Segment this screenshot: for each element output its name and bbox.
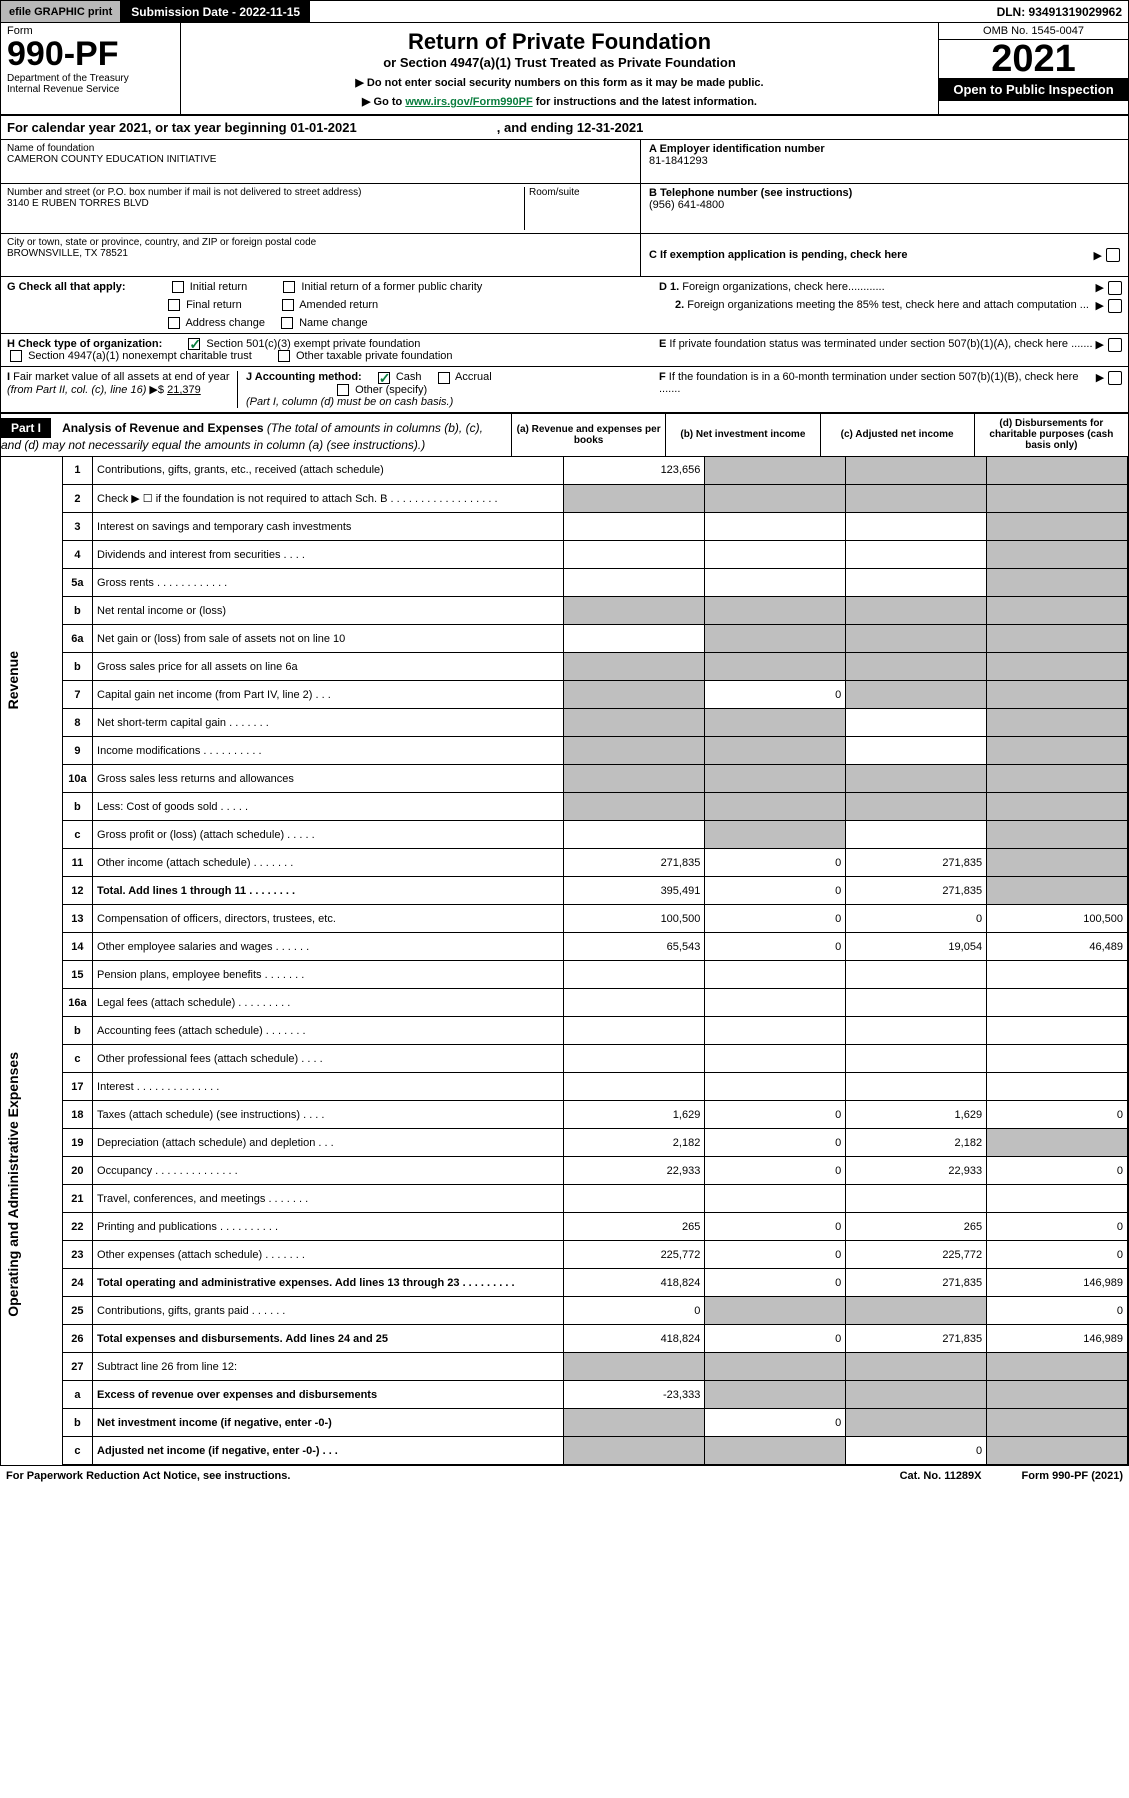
table-row: 10aGross sales less returns and allowanc… <box>1 765 1128 793</box>
table-row: 3Interest on savings and temporary cash … <box>1 513 1128 541</box>
dept-treasury: Department of the Treasury Internal Reve… <box>7 73 174 95</box>
table-row: 25Contributions, gifts, grants paid . . … <box>1 1297 1128 1325</box>
table-row: 11Other income (attach schedule) . . . .… <box>1 849 1128 877</box>
part1-label: Part I <box>1 418 51 438</box>
4947-checkbox[interactable] <box>10 350 22 362</box>
col-a-header: (a) Revenue and expenses per books <box>511 414 665 456</box>
amended-return-checkbox[interactable] <box>282 299 294 311</box>
fmv-value: 21,379 <box>167 384 201 396</box>
street-address: 3140 E RUBEN TORRES BLVD <box>7 198 524 209</box>
initial-former-checkbox[interactable] <box>283 281 295 293</box>
city-label: City or town, state or province, country… <box>7 237 634 248</box>
table-row: 24Total operating and administrative exp… <box>1 1269 1128 1297</box>
col-b-header: (b) Net investment income <box>665 414 819 456</box>
phone-value: (956) 641-4800 <box>649 199 1120 211</box>
open-public: Open to Public Inspection <box>939 78 1128 101</box>
d1-checkbox[interactable] <box>1108 281 1122 295</box>
foundation-name: CAMERON COUNTY EDUCATION INITIATIVE <box>7 154 634 165</box>
footer: For Paperwork Reduction Act Notice, see … <box>0 1466 1129 1486</box>
table-row: 22Printing and publications . . . . . . … <box>1 1213 1128 1241</box>
table-row: bLess: Cost of goods sold . . . . . <box>1 793 1128 821</box>
other-taxable-checkbox[interactable] <box>278 350 290 362</box>
table-row: 23Other expenses (attach schedule) . . .… <box>1 1241 1128 1269</box>
cash-checkbox[interactable] <box>378 372 390 384</box>
info-grid: Name of foundation CAMERON COUNTY EDUCAT… <box>1 140 1128 277</box>
tax-year: 2021 <box>939 40 1128 78</box>
part1-header: Part I Analysis of Revenue and Expenses … <box>1 412 1128 457</box>
d2-checkbox[interactable] <box>1108 299 1122 313</box>
h-label: H Check type of organization: <box>7 338 162 350</box>
table-row: bNet investment income (if negative, ent… <box>1 1409 1128 1437</box>
dln: DLN: 93491319029962 <box>997 5 1128 19</box>
table-row: 8Net short-term capital gain . . . . . .… <box>1 709 1128 737</box>
table-row: 21Travel, conferences, and meetings . . … <box>1 1185 1128 1213</box>
form-header: Form 990-PF Department of the Treasury I… <box>1 23 1128 116</box>
top-bar: efile GRAPHIC print Submission Date - 20… <box>1 1 1128 23</box>
irs-link[interactable]: www.irs.gov/Form990PF <box>405 96 532 108</box>
table-row: 27Subtract line 26 from line 12: <box>1 1353 1128 1381</box>
ein-value: 81-1841293 <box>649 155 1120 167</box>
other-method-checkbox[interactable] <box>337 384 349 396</box>
table-row: Revenue1Contributions, gifts, grants, et… <box>1 457 1128 485</box>
efile-print-button[interactable]: efile GRAPHIC print <box>1 1 121 22</box>
table-row: bAccounting fees (attach schedule) . . .… <box>1 1017 1128 1045</box>
room-suite-label: Room/suite <box>524 187 634 230</box>
table-row: 2Check ▶ ☐ if the foundation is not requ… <box>1 485 1128 513</box>
exemption-checkbox[interactable] <box>1106 248 1120 262</box>
accrual-checkbox[interactable] <box>438 372 450 384</box>
501c3-checkbox[interactable] <box>188 338 200 350</box>
col-c-header: (c) Adjusted net income <box>820 414 974 456</box>
col-d-header: (d) Disbursements for charitable purpose… <box>974 414 1128 456</box>
form-number: 990-PF <box>7 37 174 71</box>
e-checkbox[interactable] <box>1108 338 1122 352</box>
table-row: bGross sales price for all assets on lin… <box>1 653 1128 681</box>
table-row: 17Interest . . . . . . . . . . . . . . <box>1 1073 1128 1101</box>
table-row: 12Total. Add lines 1 through 11 . . . . … <box>1 877 1128 905</box>
table-row: 16aLegal fees (attach schedule) . . . . … <box>1 989 1128 1017</box>
exemption-pending-label: C If exemption application is pending, c… <box>649 249 908 261</box>
table-row: 15Pension plans, employee benefits . . .… <box>1 961 1128 989</box>
instruction-2: ▶ Go to www.irs.gov/Form990PF for instru… <box>191 95 928 108</box>
table-row: aExcess of revenue over expenses and dis… <box>1 1381 1128 1409</box>
table-row: 6aNet gain or (loss) from sale of assets… <box>1 625 1128 653</box>
submission-date: Submission Date - 2022-11-15 <box>121 1 310 22</box>
form-ref: Form 990-PF (2021) <box>1022 1470 1123 1482</box>
initial-return-checkbox[interactable] <box>172 281 184 293</box>
table-row: cGross profit or (loss) (attach schedule… <box>1 821 1128 849</box>
table-row: 18Taxes (attach schedule) (see instructi… <box>1 1101 1128 1129</box>
cat-number: Cat. No. 11289X <box>900 1470 982 1482</box>
subtitle: or Section 4947(a)(1) Trust Treated as P… <box>191 55 928 70</box>
g-label: G Check all that apply: <box>7 281 126 293</box>
cash-basis-note: (Part I, column (d) must be on cash basi… <box>246 396 453 408</box>
table-row: 5aGross rents . . . . . . . . . . . . <box>1 569 1128 597</box>
table-row: 7Capital gain net income (from Part IV, … <box>1 681 1128 709</box>
paperwork-notice: For Paperwork Reduction Act Notice, see … <box>6 1470 290 1482</box>
calendar-year-row: For calendar year 2021, or tax year begi… <box>1 116 1128 140</box>
table-row: cAdjusted net income (if negative, enter… <box>1 1437 1128 1465</box>
phone-label: B Telephone number (see instructions) <box>649 187 1120 199</box>
main-title: Return of Private Foundation <box>191 29 928 55</box>
table-row: 14Other employee salaries and wages . . … <box>1 933 1128 961</box>
ein-label: A Employer identification number <box>649 143 1120 155</box>
table-row: cOther professional fees (attach schedul… <box>1 1045 1128 1073</box>
name-label: Name of foundation <box>7 143 634 154</box>
table-row: 19Depreciation (attach schedule) and dep… <box>1 1129 1128 1157</box>
main-table: Revenue1Contributions, gifts, grants, et… <box>1 457 1128 1466</box>
table-row: bNet rental income or (loss) <box>1 597 1128 625</box>
f-checkbox[interactable] <box>1108 371 1122 385</box>
table-row: 4Dividends and interest from securities … <box>1 541 1128 569</box>
city-state-zip: BROWNSVILLE, TX 78521 <box>7 248 634 259</box>
table-row: 20Occupancy . . . . . . . . . . . . . .2… <box>1 1157 1128 1185</box>
instruction-1: ▶ Do not enter social security numbers o… <box>191 76 928 89</box>
table-row: 9Income modifications . . . . . . . . . … <box>1 737 1128 765</box>
address-change-checkbox[interactable] <box>168 317 180 329</box>
final-return-checkbox[interactable] <box>168 299 180 311</box>
table-row: 26Total expenses and disbursements. Add … <box>1 1325 1128 1353</box>
name-change-checkbox[interactable] <box>281 317 293 329</box>
table-row: Operating and Administrative Expenses13C… <box>1 905 1128 933</box>
addr-label: Number and street (or P.O. box number if… <box>7 187 524 198</box>
